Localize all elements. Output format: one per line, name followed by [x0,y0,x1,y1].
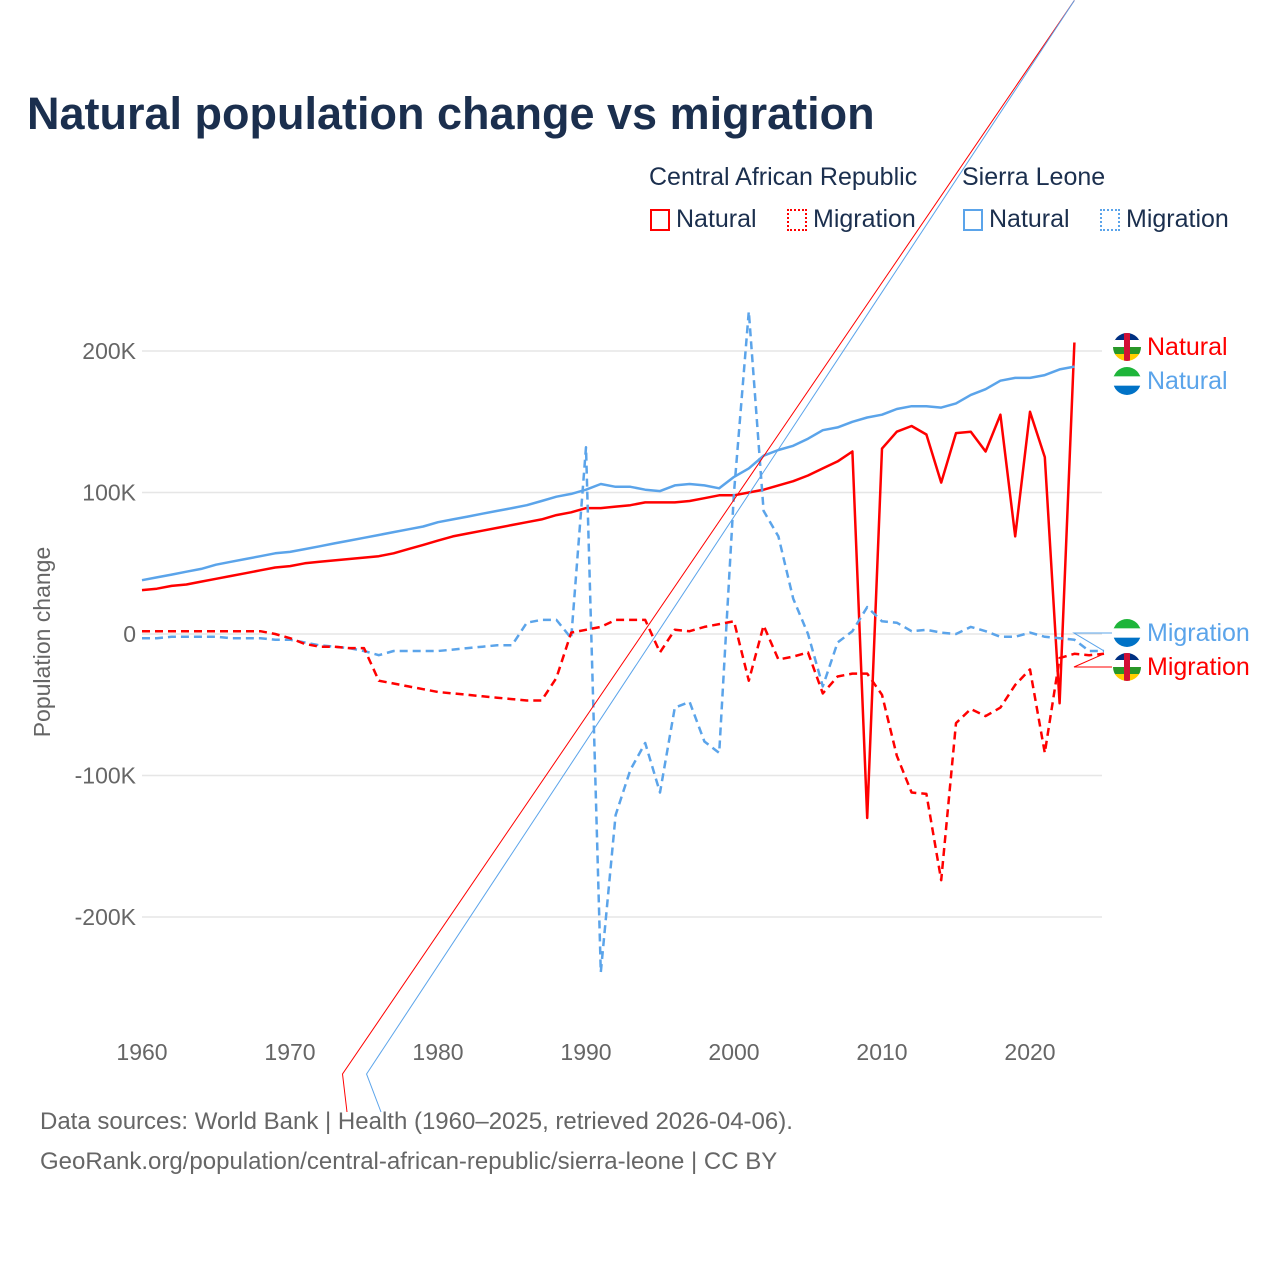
series-end-label: Natural [1147,333,1228,361]
x-tick-label: 2020 [1004,1039,1055,1065]
solid-swatch-icon [650,208,670,231]
leader-line [1073,653,1112,668]
legend-label: Migration [813,205,916,233]
x-tick-label: 1990 [560,1039,611,1065]
leader-line [366,0,1075,1113]
dotted-swatch-icon [787,208,807,231]
series-line-central-african-republic-natural[interactable] [141,342,1076,820]
series-line-central-african-republic-migration[interactable] [142,618,1105,882]
dotted-swatch-icon [1100,208,1120,231]
y-axis-label: Population change [29,547,55,738]
legend-label: Natural [989,205,1070,233]
solid-swatch-icon [963,208,983,231]
legend-label: Migration [1126,205,1229,233]
footer-link[interactable]: GeoRank.org/population/central-african-r… [40,1148,778,1175]
y-tick-label: 200K [82,338,136,364]
x-tick-label: 1960 [116,1039,167,1065]
chart-title: Natural population change vs migration [27,88,875,139]
sierra-leone-flag-icon [1113,367,1141,395]
y-tick-label: -200K [75,904,137,930]
x-tick-label: 2010 [856,1039,907,1065]
footer-sources: Data sources: World Bank | Health (1960–… [40,1108,793,1135]
legend-car-natural[interactable]: Natural [650,205,757,234]
leader-line [341,0,1075,1113]
legend-sl-natural[interactable]: Natural [963,205,1070,234]
series-line-sierra-leone-natural[interactable] [141,365,1075,582]
series-end-label: Migration [1147,619,1250,647]
leader-line [1072,632,1112,652]
series-end-label: Natural [1147,367,1228,395]
legend-group-car: Central African Republic [649,163,918,191]
y-tick-label: -100K [75,763,137,789]
series-line-sierra-leone-migration[interactable] [142,310,1104,974]
legend-car-migration[interactable]: Migration [787,205,916,234]
legend-label: Natural [676,205,757,233]
y-tick-label: 0 [123,621,136,647]
car-flag-icon [1113,333,1141,361]
legend-sl-migration[interactable]: Migration [1100,205,1229,234]
x-tick-label: 1980 [412,1039,463,1065]
series-end-label: Migration [1147,653,1250,681]
sierra-leone-flag-icon [1113,619,1141,647]
legend-group-sl: Sierra Leone [962,163,1106,191]
x-tick-label: 1970 [264,1039,315,1065]
car-flag-icon [1113,653,1141,681]
y-tick-label: 100K [82,480,136,506]
x-tick-label: 2000 [708,1039,759,1065]
